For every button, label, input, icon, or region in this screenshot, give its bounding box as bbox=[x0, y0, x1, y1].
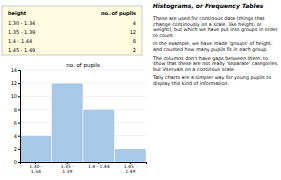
tick: 1.45 -1.49 bbox=[124, 162, 137, 174]
table-cell: 1.4 - 1.44 bbox=[8, 38, 32, 44]
table-cell: 4 bbox=[133, 20, 136, 26]
tick-label: 1.4 - 1.44 bbox=[88, 164, 110, 169]
table-frame bbox=[2, 6, 142, 55]
tick-label: 2 bbox=[14, 146, 17, 152]
tick: 12 bbox=[11, 80, 20, 86]
y-axis: 0 2 4 6 8 10 12 14 bbox=[11, 67, 21, 165]
tick: 6 bbox=[14, 120, 20, 126]
tick-label: 1.35 -1.39 bbox=[61, 164, 74, 174]
bar bbox=[115, 149, 147, 162]
x-axis: 1.30 -1.34 1.35 -1.39 1.4 - 1.44 1.45 -1.49 bbox=[21, 162, 147, 174]
tick: 10 bbox=[11, 93, 20, 99]
tick-mark bbox=[18, 162, 20, 163]
tick-label: 1.30 -1.34 bbox=[29, 164, 42, 174]
bar bbox=[20, 136, 52, 162]
annotation: The columns don't have gaps between them… bbox=[152, 56, 279, 72]
tick-label: 8 bbox=[14, 107, 17, 113]
bars bbox=[20, 83, 146, 162]
tick-label: 1.45 -1.49 bbox=[124, 164, 137, 174]
annotation: These are used for continous data (thing… bbox=[152, 16, 278, 38]
bar bbox=[83, 109, 115, 162]
chart-title: no. of pupils bbox=[66, 62, 100, 69]
chart: Histograms, or Frequency Tables height no.… bbox=[0, 0, 281, 180]
annotation: In the example, we have made 'groups' of… bbox=[153, 41, 273, 52]
tick-label: 6 bbox=[14, 120, 17, 126]
tick: 1.30 -1.34 bbox=[29, 162, 42, 174]
tick-mark bbox=[18, 149, 20, 150]
table-cell: 2 bbox=[133, 47, 136, 53]
table-cell: 12 bbox=[130, 29, 136, 35]
table-cell: 8 bbox=[133, 38, 136, 44]
tick: 8 bbox=[14, 107, 20, 113]
table-header: no. of pupils bbox=[101, 10, 136, 17]
tick-mark bbox=[18, 96, 20, 97]
tick: 1.4 - 1.44 bbox=[88, 162, 110, 169]
table-cell: 1.30 - 1.34 bbox=[8, 20, 35, 26]
bar bbox=[52, 83, 84, 162]
tick-label: 12 bbox=[11, 80, 17, 86]
tick-label: 14 bbox=[11, 67, 17, 73]
grid bbox=[20, 70, 146, 162]
tick: 0 bbox=[14, 159, 20, 165]
tick-mark bbox=[18, 83, 20, 84]
tick-label: 10 bbox=[11, 93, 17, 99]
tick-mark bbox=[18, 136, 20, 137]
title: Histograms, or Frequency Tables bbox=[153, 2, 264, 10]
tick-mark bbox=[18, 70, 20, 71]
table-header: height bbox=[8, 10, 27, 17]
table-cell: 1.35 - 1.39 bbox=[8, 29, 35, 35]
tick-label: 4 bbox=[14, 133, 17, 139]
tick: 1.35 -1.39 bbox=[61, 162, 74, 174]
tick-label: 0 bbox=[14, 159, 17, 165]
tick: 2 bbox=[14, 146, 20, 152]
table-cell: 1.45 - 1.49 bbox=[8, 47, 35, 53]
annotation: Tally charts are a simpler way for young… bbox=[152, 75, 271, 86]
axis-line bbox=[18, 71, 21, 163]
grid-line bbox=[20, 70, 146, 71]
tick: 4 bbox=[14, 133, 20, 139]
table: height no. of pupils 1.30 - 1.34 4 1.35 - 1.… bbox=[2, 6, 142, 55]
tick: 14 bbox=[11, 67, 20, 73]
tick-mark bbox=[18, 123, 20, 124]
tick-mark bbox=[18, 109, 20, 110]
